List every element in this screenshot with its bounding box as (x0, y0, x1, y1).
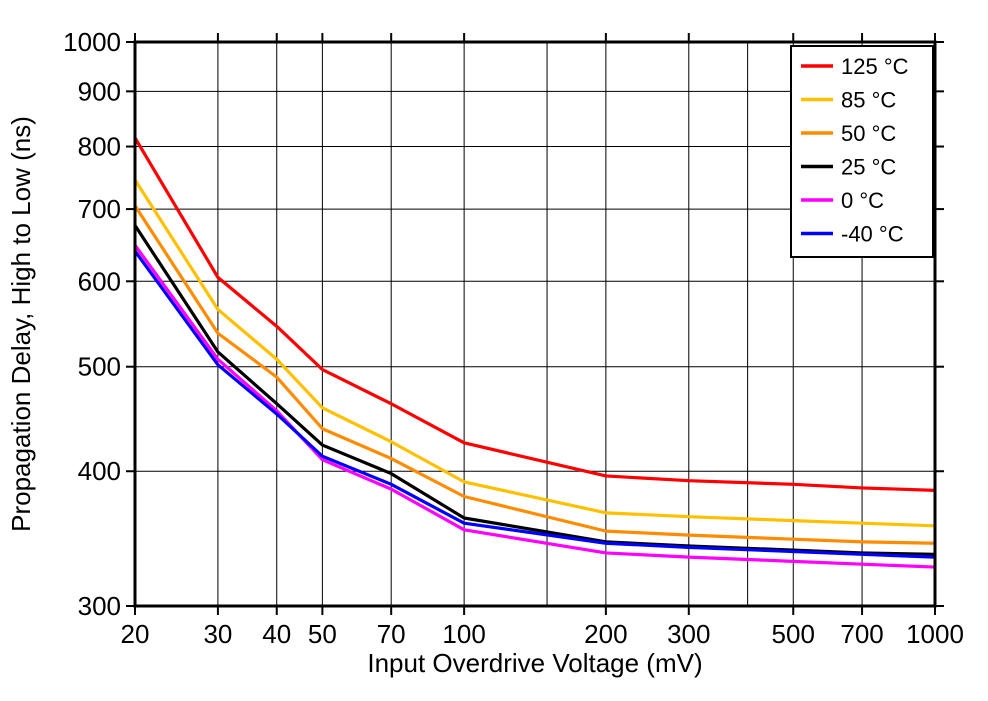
y-tick-label: 300 (78, 591, 121, 621)
plot-border (133, 40, 937, 608)
x-tick-label: 30 (203, 619, 232, 649)
x-tick-label: 700 (840, 619, 883, 649)
y-tick-label: 900 (78, 76, 121, 106)
y-tick-label: 800 (78, 132, 121, 162)
y-tick-label: 1000 (63, 27, 121, 57)
legend-label-3: 25 °C (841, 155, 896, 180)
legend-box (790, 45, 934, 258)
x-tick-label: 50 (308, 619, 337, 649)
y-axis-title: Propagation Delay, High to Low (ns) (6, 116, 36, 532)
series-line-2 (133, 204, 937, 545)
x-tick-label: 500 (772, 619, 815, 649)
x-tick-label: 100 (442, 619, 485, 649)
series-line-1 (133, 178, 937, 528)
x-tick-label: 300 (667, 619, 710, 649)
legend-label-1: 85 °C (841, 88, 896, 113)
y-tick-label: 600 (78, 266, 121, 296)
x-tick-label: 1000 (906, 619, 964, 649)
x-tick-label: 200 (584, 619, 627, 649)
x-axis-title: Input Overdrive Voltage (mV) (367, 648, 702, 678)
y-tick-label: 700 (78, 194, 121, 224)
legend-label-5: -40 °C (841, 222, 904, 247)
x-tick-label: 70 (377, 619, 406, 649)
legend-label-0: 125 °C (841, 54, 909, 79)
x-tick-label: 40 (262, 619, 291, 649)
legend-label-4: 0 °C (841, 188, 884, 213)
series-line-4 (133, 243, 937, 569)
x-tick-label: 20 (121, 619, 150, 649)
y-tick-label: 400 (78, 456, 121, 486)
y-tick-label: 500 (78, 352, 121, 382)
legend-label-2: 50 °C (841, 121, 896, 146)
series-line-5 (133, 249, 937, 559)
series-line-0 (133, 136, 937, 492)
